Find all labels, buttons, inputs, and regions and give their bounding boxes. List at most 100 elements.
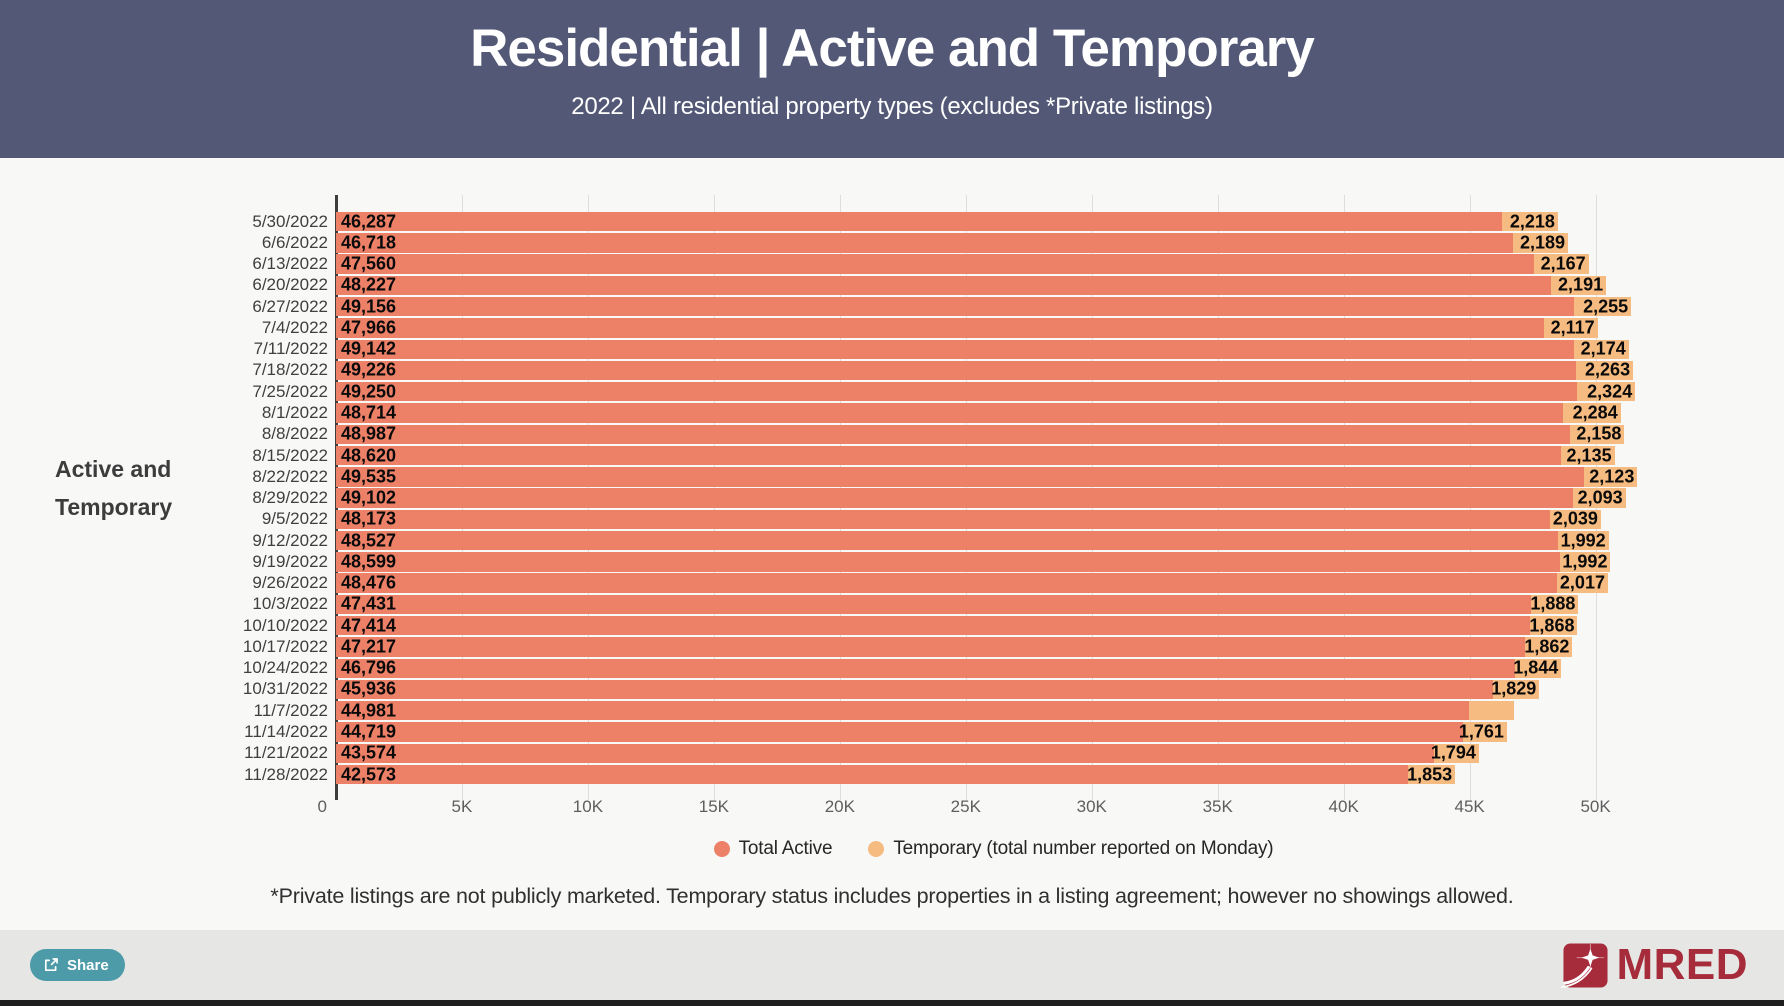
chart-row: 10/24/2022 46,796 1,844 bbox=[230, 658, 1651, 679]
total-active-bar[interactable]: 47,966 bbox=[336, 317, 1545, 338]
total-active-bar[interactable]: 48,527 bbox=[336, 530, 1559, 551]
x-tick-label: 25K bbox=[950, 797, 981, 816]
temporary-bar[interactable]: 1,844 bbox=[1513, 658, 1562, 678]
temporary-bar[interactable]: 2,255 bbox=[1574, 296, 1632, 317]
temporary-bar[interactable]: 1,853 bbox=[1407, 764, 1456, 785]
total-active-bar[interactable]: 49,102 bbox=[336, 488, 1573, 508]
temporary-bar[interactable]: 1,992 bbox=[1558, 530, 1609, 551]
temporary-bar[interactable]: 2,263 bbox=[1576, 360, 1634, 381]
temporary-bar[interactable]: 2,218 bbox=[1502, 211, 1558, 232]
total-active-bar[interactable]: 48,476 bbox=[336, 572, 1558, 593]
chart-row: 8/8/2022 48,987 2,158 bbox=[230, 424, 1651, 445]
temporary-bar[interactable]: 2,123 bbox=[1583, 466, 1638, 487]
total-active-bar[interactable]: 49,142 bbox=[336, 339, 1574, 359]
temporary-bar[interactable]: 1,862 bbox=[1524, 636, 1573, 657]
temporary-bar[interactable]: 2,017 bbox=[1557, 573, 1608, 593]
chart-row: 7/25/2022 49,250 2,324 bbox=[230, 381, 1651, 402]
temporary-bar[interactable]: 1,992 bbox=[1560, 551, 1611, 572]
chart-section: Active and Temporary 5/30/2022 46,287 2,… bbox=[0, 158, 1784, 930]
row-date-label: 8/1/2022 bbox=[261, 403, 328, 423]
total-active-bar[interactable]: 46,287 bbox=[336, 211, 1503, 232]
temporary-value-label: 2,255 bbox=[1583, 296, 1629, 317]
chart-row: 9/19/2022 48,599 1,992 bbox=[230, 551, 1651, 572]
temporary-bar[interactable]: 2,039 bbox=[1549, 508, 1601, 530]
temporary-bar[interactable]: 2,191 bbox=[1550, 275, 1607, 296]
footnote-text: *Private listings are not publicly marke… bbox=[270, 884, 1514, 908]
x-tick-label: 5K bbox=[451, 797, 473, 816]
temporary-bar[interactable]: 1,761 bbox=[1459, 722, 1507, 742]
total-active-bar[interactable]: 49,250 bbox=[336, 381, 1577, 402]
temporary-value-label: 1,862 bbox=[1524, 636, 1570, 657]
total-active-value-label: 47,966 bbox=[341, 317, 397, 338]
temporary-bar[interactable]: 1,794 bbox=[1431, 743, 1479, 763]
total-active-bar[interactable]: 43,574 bbox=[336, 742, 1434, 763]
temporary-bar[interactable]: 2,174 bbox=[1573, 339, 1629, 359]
mred-logo: MRED bbox=[1561, 940, 1748, 990]
row-bar-track: 45,936 1,829 bbox=[336, 679, 1651, 700]
temporary-bar[interactable]: 2,284 bbox=[1563, 403, 1621, 423]
temporary-bar[interactable]: 2,117 bbox=[1544, 317, 1598, 338]
total-active-bar[interactable]: 48,714 bbox=[336, 403, 1564, 423]
row-date-label: 6/13/2022 bbox=[252, 254, 328, 274]
total-active-bar[interactable]: 47,560 bbox=[336, 254, 1535, 274]
temporary-bar[interactable]: 1,829 bbox=[1491, 679, 1540, 700]
total-active-value-label: 46,796 bbox=[341, 657, 397, 678]
chart-row: 9/12/2022 48,527 1,992 bbox=[230, 530, 1651, 551]
temporary-bar[interactable]: 1,868 bbox=[1529, 615, 1578, 636]
row-bar-track: 48,527 1,992 bbox=[336, 530, 1651, 551]
chart-row: 10/17/2022 47,217 1,862 bbox=[230, 636, 1651, 657]
row-bar-track: 44,719 1,761 bbox=[336, 722, 1651, 742]
temporary-bar[interactable]: 2,093 bbox=[1572, 488, 1626, 508]
total-active-bar[interactable]: 48,227 bbox=[336, 275, 1551, 296]
row-date-label: 5/30/2022 bbox=[252, 211, 328, 231]
total-active-bar[interactable]: 49,156 bbox=[336, 296, 1575, 317]
total-active-value-label: 47,217 bbox=[341, 636, 397, 657]
total-active-bar[interactable]: 46,796 bbox=[336, 657, 1515, 678]
temporary-bar[interactable]: 1,888 bbox=[1530, 594, 1579, 615]
total-active-bar[interactable]: 48,620 bbox=[336, 445, 1561, 466]
row-bar-track: 48,599 1,992 bbox=[336, 551, 1651, 572]
legend-item[interactable]: Temporary (total number reported on Mond… bbox=[868, 838, 1274, 860]
legend-item[interactable]: Total Active bbox=[713, 838, 833, 860]
row-bar-track: 42,573 1,853 bbox=[336, 764, 1651, 785]
chart-row: 6/27/2022 49,156 2,255 bbox=[230, 296, 1651, 317]
x-tick-label: 30K bbox=[1076, 797, 1107, 816]
chart-row: 10/3/2022 47,431 1,888 bbox=[230, 594, 1651, 615]
legend-swatch bbox=[868, 841, 885, 857]
total-active-bar[interactable]: 44,981 bbox=[336, 700, 1470, 721]
total-active-bar[interactable]: 49,226 bbox=[336, 360, 1577, 381]
chart-row: 8/29/2022 49,102 2,093 bbox=[230, 487, 1651, 508]
temporary-bar[interactable]: 2,167 bbox=[1534, 254, 1589, 274]
total-active-bar[interactable]: 47,217 bbox=[336, 636, 1526, 657]
total-active-bar[interactable]: 48,599 bbox=[336, 551, 1561, 572]
chart-row: 8/15/2022 48,620 2,135 bbox=[230, 445, 1651, 466]
chart-row: 9/26/2022 48,476 2,017 bbox=[230, 573, 1651, 594]
row-bar-track: 48,714 2,284 bbox=[336, 403, 1651, 423]
total-active-bar[interactable]: 45,936 bbox=[336, 679, 1494, 700]
temporary-bar[interactable]: 2,135 bbox=[1560, 445, 1615, 466]
category-axis-title-line2: Temporary bbox=[55, 494, 173, 520]
share-button[interactable]: Share bbox=[30, 949, 125, 981]
x-tick-label: 10K bbox=[572, 797, 604, 816]
total-active-bar[interactable]: 48,173 bbox=[336, 509, 1550, 530]
total-active-bar[interactable]: 48,987 bbox=[336, 424, 1571, 444]
temporary-value-label: 2,039 bbox=[1552, 508, 1598, 529]
temporary-bar[interactable]: 2,158 bbox=[1570, 424, 1625, 444]
total-active-bar[interactable]: 46,718 bbox=[336, 232, 1513, 253]
row-date-label: 9/19/2022 bbox=[252, 551, 328, 571]
total-active-bar[interactable]: 49,535 bbox=[336, 466, 1584, 487]
row-bar-track: 49,156 2,255 bbox=[336, 296, 1651, 317]
total-active-bar[interactable]: 44,719 bbox=[336, 722, 1463, 742]
total-active-bar[interactable]: 47,414 bbox=[336, 615, 1531, 636]
total-active-bar[interactable]: 47,431 bbox=[336, 594, 1531, 615]
temporary-bar[interactable]: 2,324 bbox=[1576, 381, 1636, 402]
total-active-value-label: 48,476 bbox=[341, 572, 397, 593]
chart-row: 11/14/2022 44,719 1,761 bbox=[230, 721, 1651, 742]
x-axis: 0 5K 10K 15K 20K 25K 30K 35K 40K 45K 50K bbox=[318, 797, 1651, 819]
row-bar-track: 49,250 2,324 bbox=[336, 381, 1651, 402]
temporary-bar[interactable] bbox=[1469, 701, 1515, 721]
total-active-value-label: 43,574 bbox=[341, 742, 397, 763]
row-bar-track: 48,173 2,039 bbox=[336, 508, 1651, 530]
total-active-bar[interactable]: 42,573 bbox=[336, 764, 1409, 785]
temporary-bar[interactable]: 2,189 bbox=[1512, 232, 1569, 253]
